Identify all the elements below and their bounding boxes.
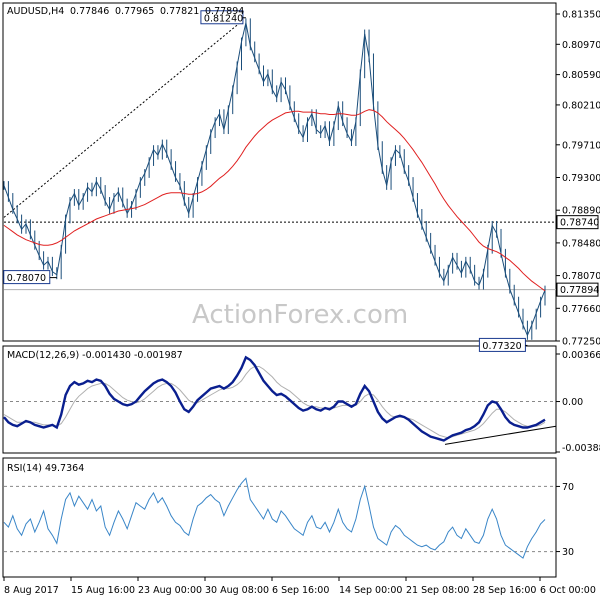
price-tick-label: 0.77660 [562, 304, 600, 315]
x-tick-label: 14 Sep 00:00 [339, 585, 402, 596]
moving-average-line [3, 109, 546, 292]
x-tick-label: 8 Aug 2017 [4, 585, 59, 596]
price-tick-label: 0.78890 [562, 206, 600, 217]
annotation-label: 0.81240 [204, 13, 243, 24]
macd-layer: 0.003662 0.00 -0.003887 [3, 350, 600, 454]
annotation-layer: 0.81240 0.78070 0.77320 [3, 10, 528, 352]
watermark: ActionForex.com [192, 300, 408, 330]
ohlc-high: 0.77965 [115, 6, 154, 17]
price-panel-frame [2, 2, 557, 342]
price-tick-label: 0.77250 [562, 337, 600, 348]
last-price-label: 0.77894 [560, 285, 599, 296]
price-axis: 0.81350 0.80970 0.80590 0.80210 0.79710 0.793… [556, 10, 600, 348]
price-tick-label: 0.78070 [562, 271, 600, 282]
rsi-level-label: 30 [562, 547, 574, 558]
ohlc-close: 0.77894 [205, 6, 244, 17]
x-tick-label: 23 Aug 00:00 [138, 585, 202, 596]
dotted-trend-line [3, 22, 241, 218]
x-tick-label: 28 Sep 16:00 [473, 585, 536, 596]
rsi-level-label: 70 [562, 482, 574, 493]
price-tick-label: 0.79710 [562, 140, 600, 151]
x-tick-label: 30 Aug 08:00 [205, 585, 269, 596]
ohlc-open: 0.77846 [70, 6, 109, 17]
x-tick-label: 6 Sep 16:00 [272, 585, 329, 596]
ohlc-low: 0.77821 [160, 6, 199, 17]
macd-signal-line [3, 366, 546, 439]
macd-panel-frame [2, 345, 557, 454]
macd-title: MACD(12,26,9) -0.001430 -0.001987 [7, 350, 183, 361]
annotation-label: 0.77320 [482, 341, 521, 352]
rsi-panel-frame [2, 457, 557, 578]
last-price-box [556, 282, 599, 297]
x-tick-label: 6 Oct 00:00 [540, 585, 596, 596]
level-label-box [556, 215, 599, 230]
price-layer [3, 18, 556, 340]
price-tick-label: 0.79300 [562, 173, 600, 184]
symbol-label: AUDUSD,H4 [7, 6, 64, 17]
price-tick-label: 0.80590 [562, 70, 600, 81]
annotation-label: 0.78070 [7, 273, 46, 284]
rsi-layer: 70 30 [3, 477, 574, 559]
price-tick-label: 0.81350 [562, 10, 600, 21]
x-tick-label: 15 Aug 16:00 [71, 585, 135, 596]
macd-trend-line [444, 425, 557, 445]
macd-line [3, 355, 546, 442]
level-label: 0.78740 [560, 218, 599, 229]
price-tick-label: 0.80970 [562, 40, 600, 51]
rsi-line [3, 477, 546, 559]
price-tick-label: 0.78480 [562, 238, 600, 249]
price-line [3, 22, 546, 337]
x-axis: 8 Aug 2017 15 Aug 16:00 23 Aug 00:00 30 Aug… [3, 577, 596, 596]
price-tick-label: 0.80210 [562, 100, 600, 111]
rsi-title: RSI(14) 49.7364 [7, 463, 84, 474]
macd-tick-label: -0.003887 [562, 443, 600, 454]
x-tick-label: 21 Sep 08:00 [406, 585, 469, 596]
macd-tick-label: 0.003662 [562, 350, 600, 361]
macd-tick-label: 0.00 [562, 397, 583, 408]
